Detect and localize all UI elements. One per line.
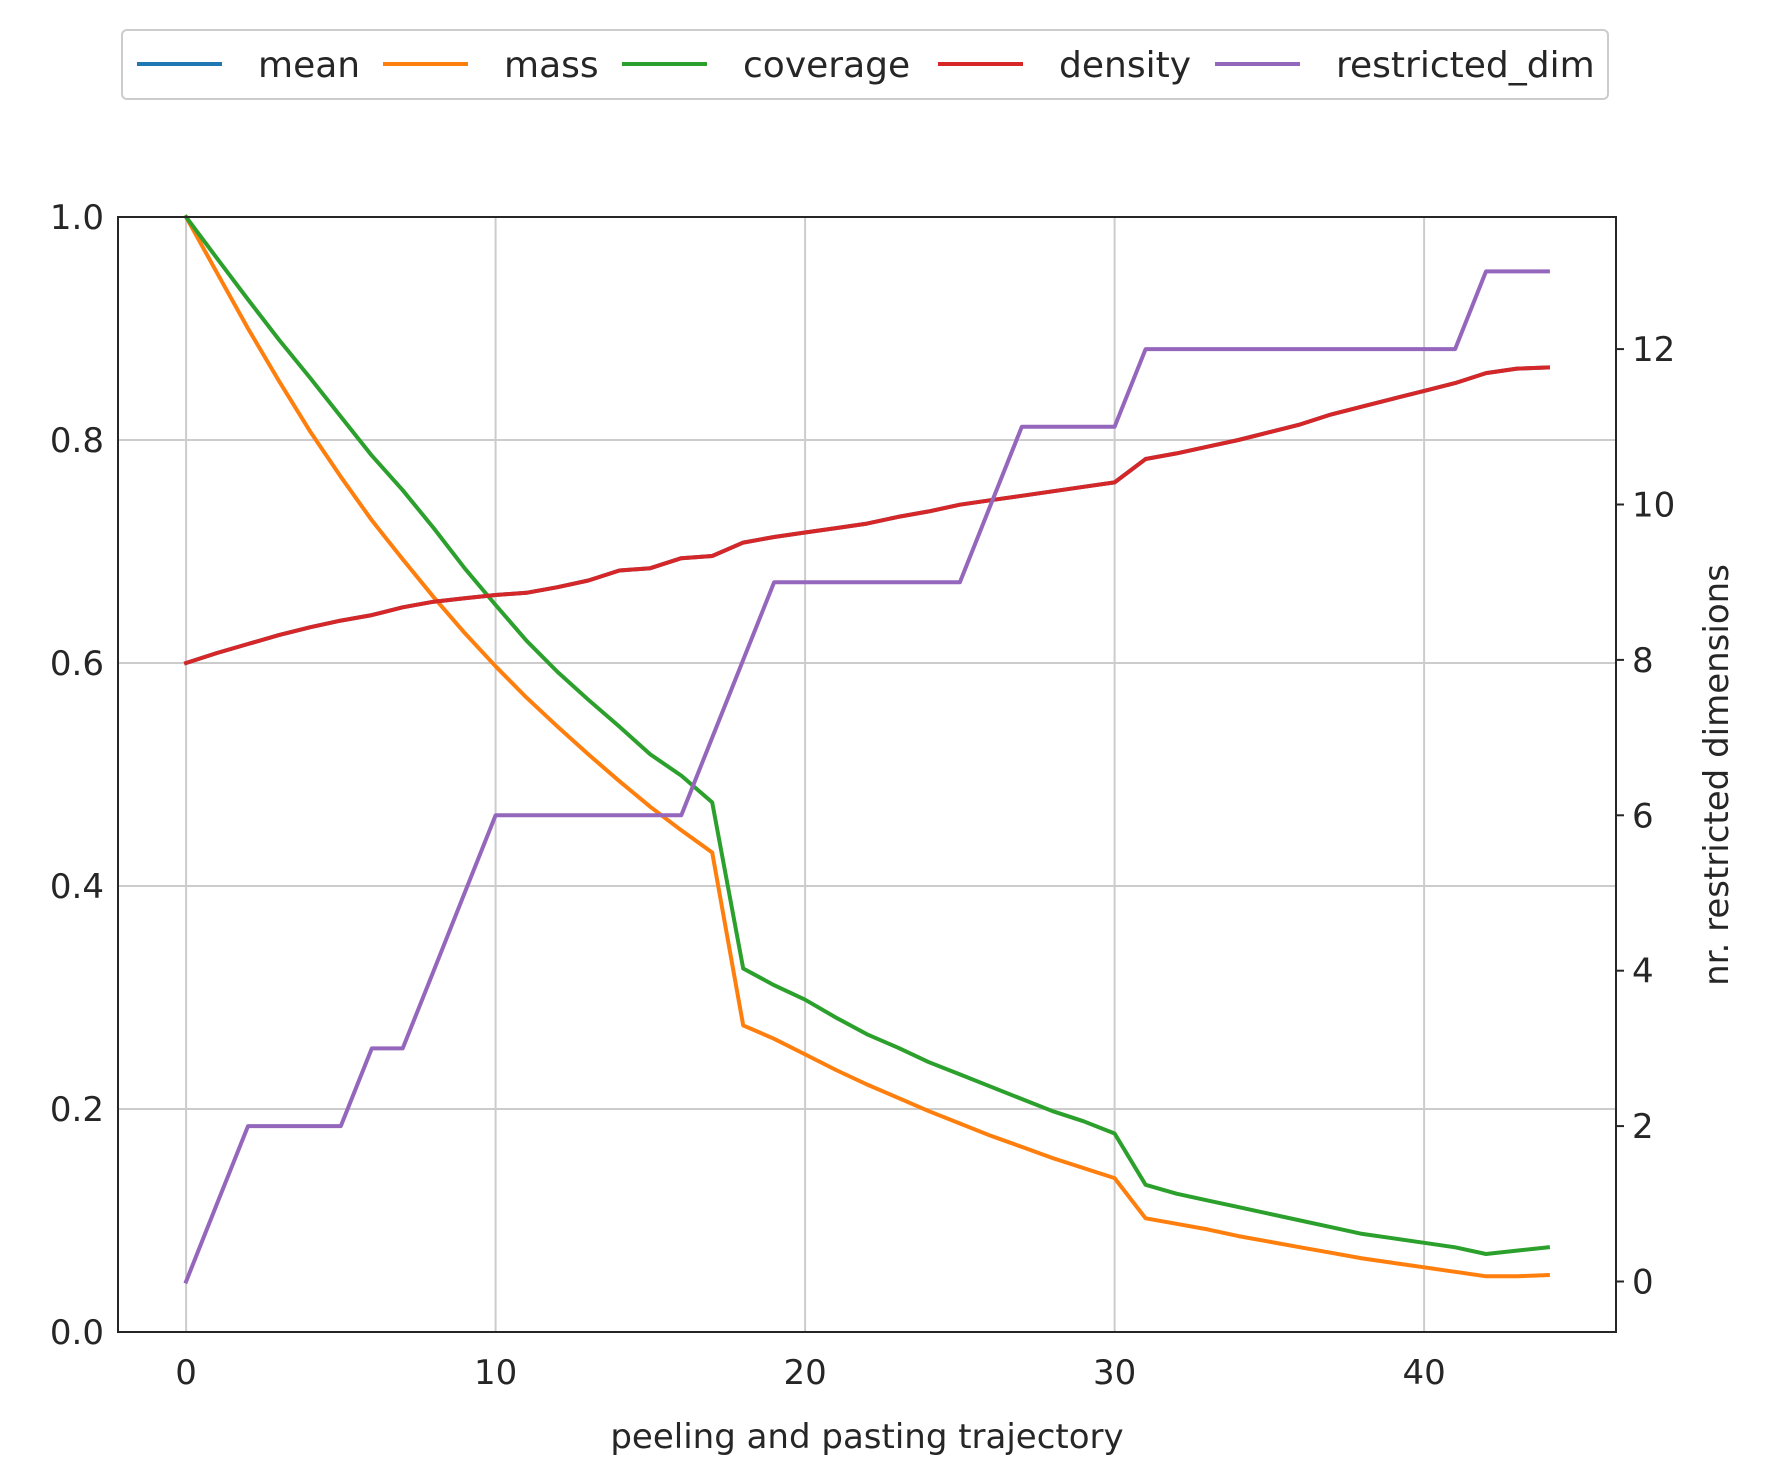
y-axis-right: 0 2 4 6 8 10 12 (1616, 330, 1675, 1302)
line-mass (183, 214, 1550, 1279)
legend-label-coverage: coverage (743, 45, 910, 86)
legend-label-density: density (1059, 45, 1191, 86)
legend-label-mass: mass (504, 45, 599, 86)
y-right-tick-label: 0 (1632, 1262, 1654, 1302)
legend-label-mean: mean (258, 45, 360, 86)
x-axis: 0 10 20 30 40 (175, 1353, 1445, 1393)
legend-frame (121, 29, 1609, 100)
series-lines (183, 214, 1551, 1285)
y-right-tick-label: 2 (1632, 1107, 1654, 1147)
y-tick-label: 1.0 (50, 198, 104, 238)
y-tick-label: 0.4 (50, 867, 104, 907)
y-right-tick-label: 6 (1632, 796, 1654, 836)
x-tick-label: 30 (1093, 1353, 1136, 1393)
x-tick-label: 40 (1402, 1353, 1445, 1393)
y-tick-label: 0.2 (50, 1090, 104, 1130)
line-density (183, 365, 1550, 666)
x-tick-label: 0 (175, 1353, 197, 1393)
axes-frame (117, 216, 1617, 1333)
y-axis-right-label: nr. restricted dimensions (1697, 564, 1737, 986)
y-tick-label: 0.0 (50, 1313, 104, 1353)
y-right-tick-label: 10 (1632, 485, 1675, 525)
y-axis-left: 0.0 0.2 0.4 0.6 0.8 1.0 (50, 198, 104, 1353)
legend-label-restricted-dim: restricted_dim (1336, 45, 1595, 86)
line-restricted-dim (183, 269, 1550, 1285)
plot-area: 0 10 20 30 40 0.0 0.2 0.4 0.6 0.8 1.0 0 2 4 6 8 10 12 (50, 198, 1675, 1393)
y-tick-label: 0.8 (50, 421, 104, 461)
y-right-tick-label: 12 (1632, 330, 1675, 370)
x-tick-label: 10 (474, 1353, 517, 1393)
x-tick-label: 20 (783, 1353, 826, 1393)
legend: mean mass coverage density restricted_dim (121, 29, 1609, 100)
y-tick-label: 0.6 (50, 644, 104, 684)
x-axis-label: peeling and pasting trajectory (610, 1417, 1123, 1457)
y-right-tick-label: 8 (1632, 641, 1654, 681)
line-coverage (183, 214, 1551, 1256)
grid (118, 217, 1616, 1332)
y-right-tick-label: 4 (1632, 952, 1654, 992)
